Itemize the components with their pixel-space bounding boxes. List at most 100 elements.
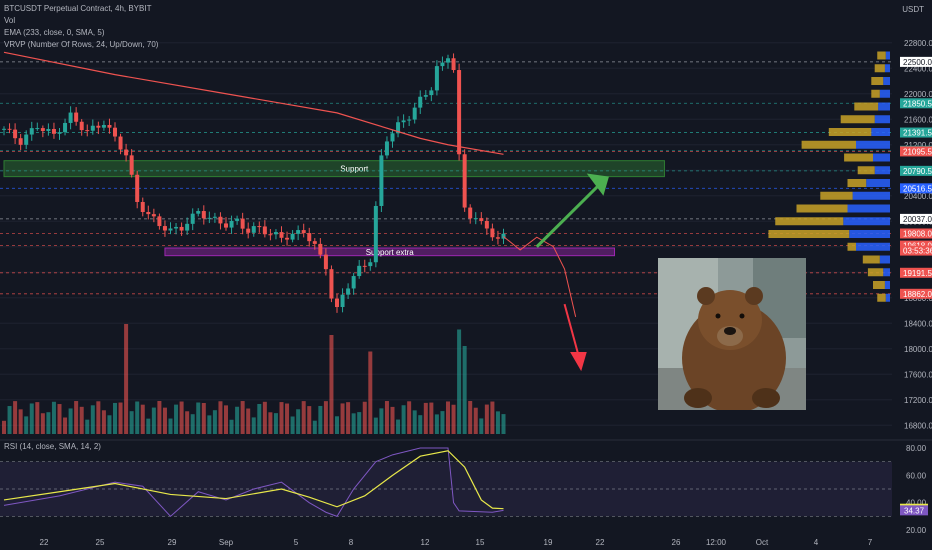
candle-body bbox=[495, 237, 500, 239]
volume-bar bbox=[346, 402, 351, 434]
candle-body bbox=[290, 233, 295, 240]
candle-body bbox=[7, 128, 12, 130]
volume-profile-down-bar bbox=[862, 255, 880, 264]
volume-profile-down-bar bbox=[854, 102, 879, 111]
time-tick-label: 26 bbox=[672, 538, 681, 547]
candle-body bbox=[201, 211, 206, 219]
candle-body bbox=[251, 226, 256, 233]
arrow-up-head bbox=[586, 173, 609, 196]
rsi-tick-label: 80.00 bbox=[906, 444, 927, 453]
rsi-value-tag-box bbox=[900, 505, 928, 516]
price-tag: 21850.5 bbox=[903, 99, 932, 108]
volume-profile-up-bar bbox=[873, 153, 890, 162]
candle-body bbox=[162, 226, 167, 231]
volume-bar bbox=[229, 419, 234, 434]
time-tick-label: 5 bbox=[294, 538, 299, 547]
candle-body bbox=[468, 207, 473, 219]
price-tick-label: 22000.0 bbox=[904, 90, 932, 99]
candle-body bbox=[18, 138, 23, 145]
candle-body bbox=[257, 226, 262, 228]
rsi-tick-label: 20.00 bbox=[906, 526, 927, 535]
volume-profile-down-bar bbox=[844, 153, 873, 162]
price-tag-box bbox=[900, 267, 932, 278]
candle-body bbox=[268, 234, 273, 236]
volume-bar bbox=[434, 414, 439, 434]
price-tick-label: 22800.0 bbox=[904, 39, 932, 48]
ema-233-line bbox=[3, 51, 504, 155]
volume-profile-up-bar bbox=[879, 255, 890, 264]
volume-bar bbox=[68, 408, 73, 434]
volume-profile-up-bar bbox=[874, 166, 890, 175]
volume-profile-down-bar bbox=[874, 64, 885, 73]
price-tick-label: 18400.0 bbox=[904, 319, 932, 328]
volume-bar bbox=[246, 408, 251, 434]
candle-body bbox=[335, 298, 339, 308]
candle-body bbox=[35, 128, 40, 130]
candle-body bbox=[113, 127, 117, 137]
volume-bar bbox=[490, 401, 495, 434]
price-tag: 03:53:36 bbox=[903, 247, 932, 256]
volume-bar bbox=[285, 403, 290, 434]
volume-bar bbox=[290, 416, 295, 434]
legend-vrvp[interactable]: VRVP (Number Of Rows, 24, Up/Down, 70) bbox=[4, 40, 159, 49]
candle-body bbox=[90, 125, 95, 131]
volume-profile-down-bar bbox=[871, 89, 880, 98]
legend-symbol[interactable]: BTCUSDT Perpetual Contract, 4h, BYBIT bbox=[4, 4, 152, 13]
candle-body bbox=[146, 211, 151, 215]
candle-body bbox=[224, 223, 228, 228]
candle-body bbox=[362, 265, 367, 267]
volume-bar bbox=[224, 405, 228, 434]
arrow-down-line bbox=[563, 303, 580, 356]
volume-profile-down-bar bbox=[828, 128, 872, 136]
rsi-tick-label: 40.00 bbox=[906, 499, 927, 508]
candle-body bbox=[396, 122, 401, 134]
volume-bar bbox=[151, 407, 156, 434]
rsi-value-tag: 34.37 bbox=[904, 506, 925, 515]
price-tag-box bbox=[900, 165, 932, 176]
candle-body bbox=[107, 124, 112, 128]
legend-ema[interactable]: EMA (233, close, 0, SMA, 5) bbox=[4, 28, 105, 37]
candle-body bbox=[407, 119, 412, 121]
legend-rsi[interactable]: RSI (14, close, SMA, 14, 2) bbox=[4, 442, 101, 451]
volume-bar bbox=[35, 402, 40, 434]
volume-bar bbox=[462, 346, 467, 434]
volume-profile-up-bar bbox=[847, 204, 890, 213]
candle-body bbox=[63, 122, 68, 133]
volume-profile-up-bar bbox=[884, 64, 890, 73]
volume-bar bbox=[51, 401, 56, 434]
volume-bar bbox=[129, 411, 134, 434]
candle-body bbox=[412, 107, 417, 120]
zone-label: Support extra bbox=[366, 248, 415, 257]
candle-body bbox=[312, 241, 317, 244]
time-tick-label: 12:00 bbox=[706, 538, 727, 547]
volume-profile-down-bar bbox=[840, 115, 875, 124]
time-tick-label: Oct bbox=[756, 538, 769, 547]
volume-bar bbox=[335, 416, 339, 434]
price-tick-label: 17200.0 bbox=[904, 396, 932, 405]
price-tag-box bbox=[900, 183, 932, 194]
volume-bar bbox=[13, 401, 18, 434]
volume-profile-down-bar bbox=[857, 166, 875, 175]
candle-body bbox=[401, 120, 406, 123]
volume-profile-down-bar bbox=[796, 204, 848, 213]
price-tick-label: 20400.0 bbox=[904, 192, 932, 201]
price-tag: 20516.5 bbox=[903, 184, 932, 193]
price-tick-label: 16800.0 bbox=[904, 421, 932, 430]
price-tag-box bbox=[900, 56, 932, 67]
volume-profile-up-bar bbox=[874, 115, 890, 124]
price-tag-box bbox=[900, 127, 932, 138]
volume-bar bbox=[207, 415, 212, 434]
legend-vol[interactable]: Vol bbox=[4, 16, 16, 25]
candle-body bbox=[135, 174, 140, 202]
candle-body bbox=[446, 58, 450, 63]
volume-bar bbox=[157, 401, 162, 434]
volume-bar bbox=[85, 419, 90, 434]
volume-bar bbox=[407, 401, 412, 434]
rsi-line bbox=[3, 447, 504, 518]
candle-body bbox=[390, 133, 395, 142]
volume-profile-down-bar bbox=[877, 293, 886, 302]
candle-body bbox=[79, 121, 84, 131]
volume-profile-up-bar bbox=[866, 179, 890, 187]
volume-bar bbox=[279, 402, 284, 434]
